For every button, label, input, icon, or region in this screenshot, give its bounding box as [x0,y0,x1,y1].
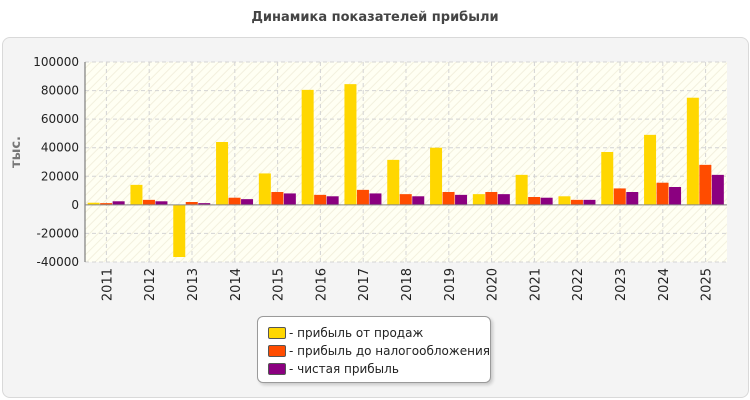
bar-2023-s2 [626,192,639,205]
x-tick-label: 2021 [528,268,543,301]
bar-2020-s2 [497,194,510,205]
x-tick-label: 2011 [100,268,115,301]
bar-2021-s1 [528,197,541,205]
x-tick-labels: 2011 2012 2013 2014 2015 2016 2017 2018 2019 2020… [100,268,714,301]
legend-item-pretax-profit: - прибыль до налогообложения [268,343,490,359]
bar-2015-s0 [258,173,271,205]
bar-2020-s1 [485,192,498,205]
bar-2019-s2 [455,194,468,205]
legend-label: - чистая прибыль [289,362,399,376]
x-tick-label: 2018 [400,268,415,301]
y-tick-label: 80000 [41,84,79,98]
bars [87,84,724,257]
legend-label: - прибыль от продаж [289,326,424,340]
bar-2015-s2 [283,193,296,205]
y-tick-label: 20000 [41,169,79,183]
bar-2012-s1 [142,199,155,205]
legend-label: - прибыль до налогообложения [289,344,490,358]
bar-2019-s1 [442,192,455,205]
x-tick-label: 2017 [357,268,372,301]
bar-2012-s2 [155,201,168,205]
legend-swatch [268,345,286,357]
bar-2016-s1 [314,194,327,205]
bar-2013-s2 [198,203,211,205]
bar-2022-s0 [558,196,571,205]
y-tick-label: 40000 [41,141,79,155]
y-tick-labels: 100000 80000 60000 40000 20000 0 -20000 -40000 [33,55,79,269]
bar-2022-s1 [570,199,583,205]
bar-2025-s0 [686,97,699,205]
bar-2018-s1 [399,194,412,205]
legend-item-net-profit: - чистая прибыль [268,361,399,377]
x-tick-label: 2025 [700,268,715,301]
chart-title: Динамика показателей прибыли [251,10,499,25]
bar-2014-s0 [216,142,229,205]
bar-2015-s1 [271,192,284,205]
y-tick-label: -40000 [36,255,79,269]
y-tick-label: -20000 [36,226,79,240]
bar-2025-s2 [711,174,724,205]
bar-2018-s2 [412,196,425,205]
bar-2023-s0 [601,152,614,205]
bar-2017-s1 [356,189,369,205]
x-tick-label: 2019 [443,268,458,301]
y-axis-label: тыс. [9,136,24,168]
bar-2011-s0 [87,202,100,205]
bar-2017-s2 [369,193,382,205]
bar-2017-s0 [344,84,357,205]
axes [84,62,727,262]
x-tick-label: 2024 [657,268,672,301]
bar-2016-s2 [326,196,339,205]
bar-2014-s2 [241,199,254,205]
bar-2024-s2 [669,187,682,205]
bar-2021-s0 [515,174,528,205]
legend-swatch [268,327,286,339]
legend: - прибыль от продаж - прибыль до налогоо… [257,316,491,383]
x-tick-label: 2013 [186,268,201,301]
x-tick-label: 2015 [272,268,287,301]
bar-2024-s1 [656,182,669,205]
bar-2025-s1 [699,164,712,205]
bar-2019-s0 [430,147,443,205]
bar-2016-s0 [301,89,314,205]
bar-2022-s2 [583,199,596,205]
bar-2020-s0 [472,194,485,205]
x-tick-label: 2023 [614,268,629,301]
x-tick-label: 2016 [314,268,329,301]
bar-2018-s0 [387,159,400,205]
bar-2011-s1 [100,203,113,205]
bar-2013-s1 [185,202,198,205]
x-tick-label: 2022 [571,268,586,301]
legend-item-sales-profit: - прибыль от продаж [268,325,423,341]
y-tick-label: 0 [71,198,79,212]
y-tick-label: 100000 [33,55,79,69]
bar-2013-s0 [173,204,186,257]
x-tick-label: 2014 [229,268,244,301]
legend-swatch [268,363,286,375]
bar-2012-s0 [130,184,143,205]
bar-2021-s2 [540,197,553,205]
bar-2024-s0 [644,134,657,205]
x-tick-label: 2020 [486,268,501,301]
bar-2023-s1 [613,188,626,205]
x-tick-label: 2012 [143,268,158,301]
bar-2014-s1 [228,197,241,205]
bar-2011-s2 [112,201,125,205]
y-tick-label: 60000 [41,112,79,126]
